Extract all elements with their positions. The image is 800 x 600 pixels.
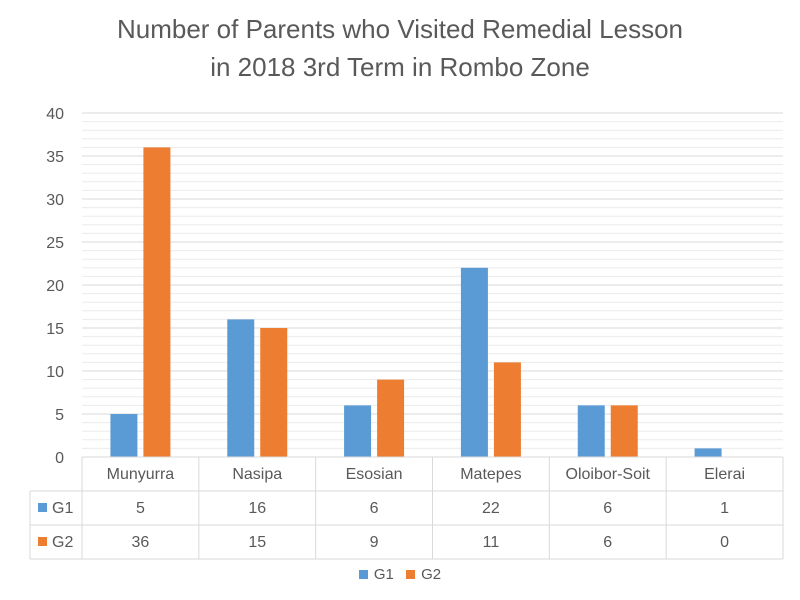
- category-label: Elerai: [704, 466, 745, 483]
- bar-g1-munyurra: [110, 414, 138, 457]
- table-cell-value: 16: [248, 500, 266, 517]
- category-label: Esosian: [346, 466, 403, 483]
- table-cell-value: 0: [720, 534, 729, 551]
- table-cell-value: 11: [483, 534, 500, 551]
- category-label: Oloibor-Soit: [566, 466, 651, 483]
- table-cell-value: 36: [132, 534, 150, 551]
- legend-item-g2: G2: [406, 566, 441, 583]
- bar-g1-esosian: [344, 405, 372, 457]
- bar-g2-munyurra: [143, 147, 171, 457]
- chart-title-line-1: Number of Parents who Visited Remedial L…: [116, 14, 684, 44]
- category-label: Nasipa: [232, 466, 282, 483]
- y-tick-label: 40: [46, 106, 64, 123]
- table-series-label: G1: [52, 500, 73, 517]
- bar-g2-nasipa: [260, 328, 288, 457]
- table-cell-value: 5: [136, 500, 145, 517]
- table-cell-value: 1: [720, 500, 729, 517]
- bar-g2-oloibor-soit: [610, 405, 638, 457]
- chart-title-line-2: in 2018 3rd Term in Rombo Zone: [210, 52, 590, 82]
- y-tick-label: 15: [46, 321, 64, 338]
- y-tick-label: 10: [46, 364, 64, 381]
- legend-label-g2: G2: [421, 566, 442, 583]
- table-cell-value: 15: [248, 534, 266, 551]
- y-tick-label: 30: [46, 192, 64, 209]
- table-cell-value: 6: [603, 534, 612, 551]
- y-tick-label: 35: [46, 149, 64, 166]
- legend-item-g1: G1: [358, 566, 394, 583]
- y-tick-label: 5: [55, 407, 64, 424]
- bar-g1-matepes: [460, 267, 488, 457]
- table-series-label: G2: [52, 534, 73, 551]
- legend-swatch-g2: [406, 570, 416, 579]
- table-cell-value: 6: [603, 500, 612, 517]
- table-cell-value: 9: [370, 534, 379, 551]
- table-key-g1: [38, 503, 47, 512]
- category-label: Matepes: [460, 466, 521, 483]
- y-tick-label: 25: [46, 235, 64, 252]
- y-tick-label: 0: [55, 450, 64, 467]
- bar-g1-oloibor-soit: [577, 405, 605, 457]
- legend-swatch-g1: [358, 570, 368, 579]
- chart-legend: G1 G2: [0, 566, 800, 583]
- bar-g1-elerai: [694, 448, 722, 457]
- bar-g1-nasipa: [227, 319, 255, 457]
- legend-label-g1: G1: [373, 566, 394, 583]
- y-tick-label: 20: [46, 278, 64, 295]
- category-label: Munyurra: [107, 466, 175, 483]
- table-key-g2: [38, 537, 47, 546]
- table-cell-value: 6: [370, 500, 379, 517]
- table-cell-value: 22: [482, 500, 500, 517]
- bar-g2-matepes: [493, 362, 521, 457]
- bar-g2-esosian: [377, 379, 405, 457]
